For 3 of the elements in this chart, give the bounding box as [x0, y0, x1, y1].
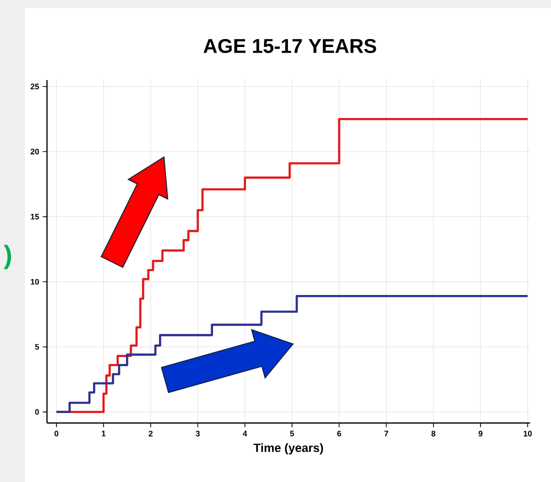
text: ) — [4, 244, 12, 270]
x-axis-title: Time (years) — [254, 443, 324, 454]
chart-title: AGE 15-17 YEARS — [204, 38, 376, 54]
